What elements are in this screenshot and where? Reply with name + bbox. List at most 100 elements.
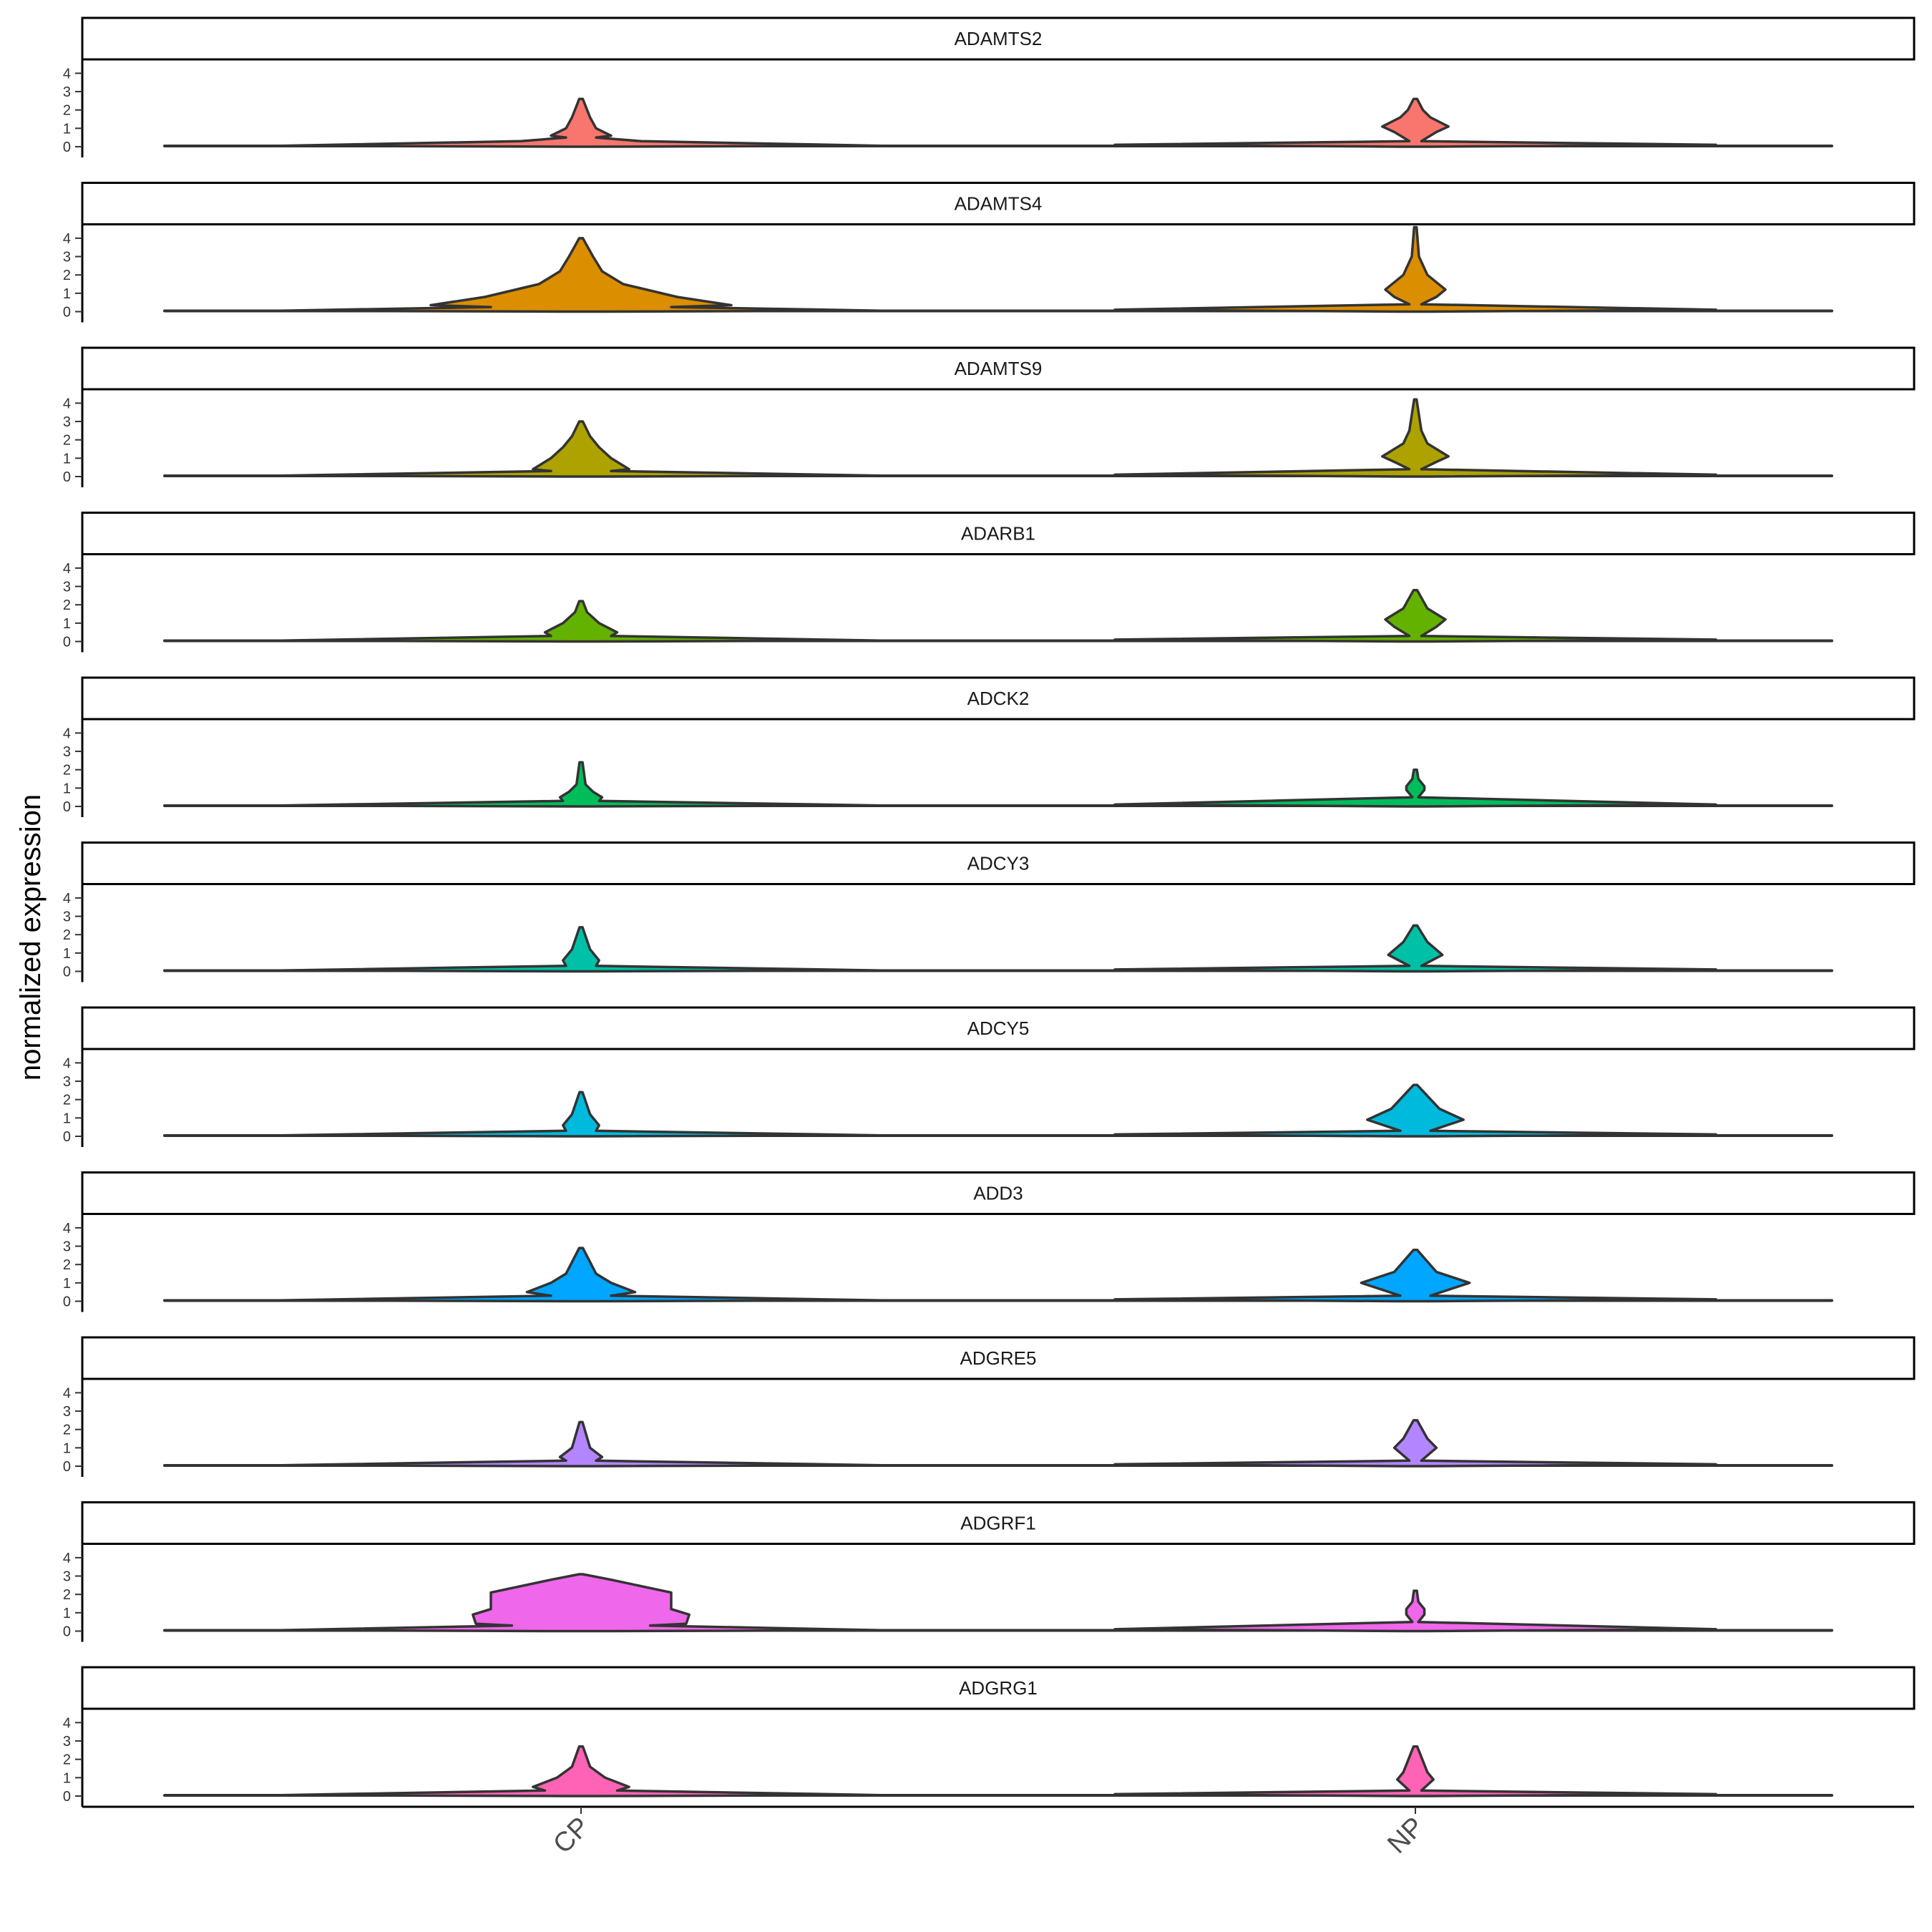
y-tick-label: 3 [63, 1404, 71, 1420]
facet-strip [81, 1501, 1916, 1545]
facet-strip [81, 16, 1916, 61]
facet-strip-label: ADAMTS9 [955, 358, 1043, 379]
y-tick-label: 0 [63, 305, 71, 321]
facet-ADGRF1: ADGRF1 0 1 2 3 4 [63, 1501, 1916, 1642]
violin-CP [279, 1573, 883, 1633]
y-axis-label: normalized expression [15, 794, 47, 1080]
facet-ADAMTS9: ADAMTS9 0 1 2 3 4 [63, 346, 1916, 487]
y-tick-label: 1 [63, 616, 71, 632]
y-tick-label: 3 [63, 1734, 71, 1750]
facet-strip-label: ADAMTS4 [955, 193, 1043, 215]
y-tick-label: 4 [63, 66, 71, 82]
y-tick-label: 2 [63, 103, 71, 119]
y-tick-label: 3 [63, 744, 71, 760]
facet-strip [81, 676, 1916, 721]
y-tick-label: 3 [63, 1074, 71, 1090]
y-tick-label: 0 [63, 469, 71, 485]
violin-CP [279, 1420, 883, 1468]
y-tick-label: 2 [63, 763, 71, 779]
violin-NP [1113, 225, 1717, 313]
y-tick-label: 3 [63, 580, 71, 595]
y-tick-label: 0 [63, 1459, 71, 1475]
facet-strip [81, 346, 1916, 391]
x-tick-label-CP: CP [547, 1812, 595, 1860]
facet-ADARB1: ADARB1 0 1 2 3 4 [63, 512, 1916, 653]
y-tick-label: 2 [63, 268, 71, 283]
violin-NP [1113, 768, 1717, 808]
y-tick-label: 4 [63, 396, 71, 411]
facet-ADCY3: ADCY3 0 1 2 3 4 [63, 841, 1916, 982]
y-tick-label: 0 [63, 1129, 71, 1145]
y-tick-label: 1 [63, 1770, 71, 1786]
facet-ADAMTS4: ADAMTS4 0 1 2 3 4 [63, 182, 1916, 323]
y-tick-label: 4 [63, 561, 71, 577]
y-tick-label: 2 [63, 597, 71, 613]
y-tick-label: 2 [63, 433, 71, 449]
facet-strip [81, 1666, 1916, 1710]
facet-strip [81, 1336, 1916, 1380]
y-tick-label: 0 [63, 965, 71, 980]
violin-NP [1113, 1419, 1717, 1468]
violin-NP [1113, 398, 1717, 478]
y-tick-label: 1 [63, 121, 71, 137]
y-tick-label: 3 [63, 1569, 71, 1585]
y-tick-label: 0 [63, 1624, 71, 1640]
facet-strip-label: ADAMTS2 [955, 28, 1043, 49]
violin-NP [1113, 588, 1717, 643]
facet-strip-label: ADGRE5 [960, 1347, 1037, 1369]
y-tick-label: 4 [63, 1551, 71, 1566]
y-tick-label: 0 [63, 140, 71, 155]
y-tick-label: 4 [63, 1221, 71, 1236]
facet-strip-label: ADCY5 [967, 1018, 1030, 1039]
y-tick-label: 1 [63, 1276, 71, 1292]
facet-ADCY5: ADCY5 0 1 2 3 4 [63, 1006, 1916, 1147]
facet-strip [81, 1171, 1916, 1215]
y-tick-label: 0 [63, 1294, 71, 1310]
x-axis: CP NP [82, 1805, 1914, 1860]
y-tick-label: 2 [63, 1423, 71, 1438]
facet-strip [81, 182, 1916, 225]
violin-NP [1113, 1248, 1717, 1303]
y-tick-label: 0 [63, 635, 71, 650]
y-tick-label: 1 [63, 946, 71, 962]
facet-strip-label: ADCY3 [967, 853, 1030, 874]
facet-ADGRG1: ADGRG1 0 1 2 3 4 [63, 1666, 1916, 1807]
x-tick-label-NP: NP [1382, 1812, 1430, 1860]
violin-NP [1113, 1745, 1717, 1797]
violin-CP [279, 1246, 883, 1303]
y-tick-label: 1 [63, 451, 71, 467]
y-tick-label: 2 [63, 1587, 71, 1603]
y-tick-label: 3 [63, 414, 71, 430]
violin-CP [279, 97, 883, 148]
violin-CP [279, 1091, 883, 1138]
facet-strip [81, 512, 1916, 555]
y-tick-label: 4 [63, 891, 71, 907]
y-tick-label: 1 [63, 1111, 71, 1126]
violin-NP [1113, 97, 1717, 148]
violin-NP [1113, 1589, 1717, 1633]
y-tick-label: 3 [63, 250, 71, 265]
y-tick-label: 0 [63, 799, 71, 815]
y-tick-label: 4 [63, 726, 71, 741]
y-tick-label: 1 [63, 1440, 71, 1456]
facet-ADGRE5: ADGRE5 0 1 2 3 4 [63, 1336, 1916, 1477]
facet-ADCK2: ADCK2 0 1 2 3 4 [63, 676, 1916, 817]
y-tick-label: 1 [63, 286, 71, 302]
y-tick-label: 1 [63, 781, 71, 796]
violin-NP [1113, 924, 1717, 973]
y-tick-label: 4 [63, 1055, 71, 1071]
y-tick-label: 3 [63, 909, 71, 925]
violin-CP [279, 926, 883, 973]
y-tick-label: 4 [63, 231, 71, 247]
y-tick-label: 0 [63, 1789, 71, 1805]
y-tick-label: 4 [63, 1385, 71, 1401]
y-tick-label: 3 [63, 1239, 71, 1255]
y-tick-label: 1 [63, 1606, 71, 1621]
facet-strip [81, 841, 1916, 885]
facet-strip-label: ADCK2 [967, 688, 1030, 709]
y-tick-label: 2 [63, 1257, 71, 1273]
facet-ADAMTS2: ADAMTS2 0 1 2 3 4 [63, 16, 1916, 157]
violin-CP [279, 761, 883, 808]
facet-strip-label: ADGRF1 [960, 1513, 1035, 1534]
